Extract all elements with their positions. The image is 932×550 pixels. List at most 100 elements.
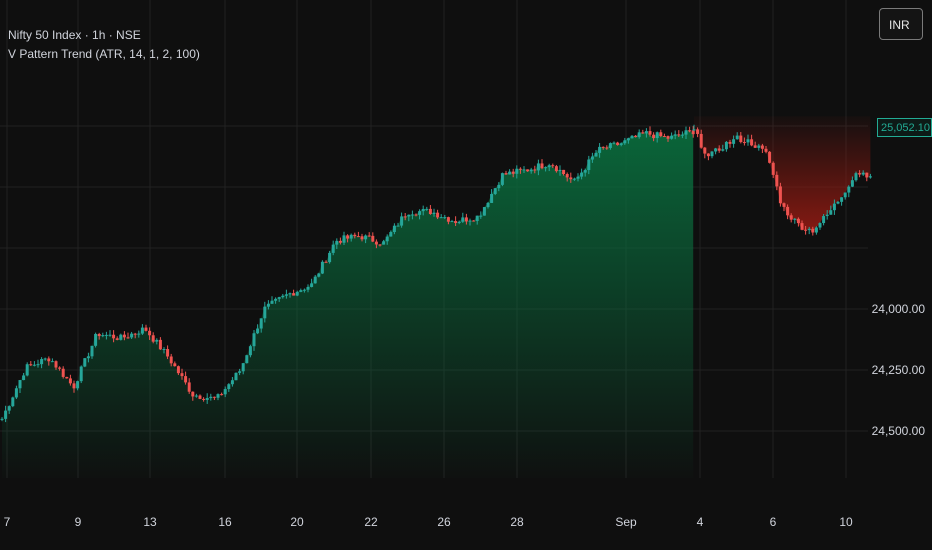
candle xyxy=(623,140,627,144)
candle xyxy=(299,290,303,292)
candle xyxy=(721,149,725,151)
candle xyxy=(526,169,530,172)
candle xyxy=(270,300,274,304)
candle xyxy=(248,346,252,356)
candle xyxy=(843,192,847,198)
candle xyxy=(382,241,386,245)
candle xyxy=(378,244,382,246)
candle xyxy=(259,318,263,329)
candle xyxy=(439,217,443,219)
candle xyxy=(446,217,450,222)
candle xyxy=(796,218,800,224)
candle xyxy=(72,383,76,389)
candle xyxy=(302,289,306,291)
candle xyxy=(858,173,862,175)
candle xyxy=(191,391,195,397)
candle xyxy=(836,201,840,204)
currency-button[interactable]: INR xyxy=(879,8,923,40)
candle xyxy=(338,240,342,243)
candle xyxy=(771,162,775,175)
candle xyxy=(688,130,692,132)
candle xyxy=(818,223,822,228)
indicator-label[interactable]: V Pattern Trend (ATR, 14, 1, 2, 100) xyxy=(8,47,200,61)
candle xyxy=(800,223,804,230)
candle xyxy=(126,337,130,339)
candle xyxy=(220,394,224,396)
candle xyxy=(786,206,790,216)
candle xyxy=(108,334,112,336)
candle xyxy=(43,358,47,360)
candle xyxy=(263,306,267,319)
candle xyxy=(576,176,580,179)
time-tick-label: 6 xyxy=(770,515,777,529)
candle xyxy=(569,177,573,180)
candle xyxy=(739,135,743,143)
candle xyxy=(710,151,714,157)
candle xyxy=(673,134,677,136)
time-tick-label: 7 xyxy=(4,515,11,529)
candle xyxy=(295,291,299,296)
candle xyxy=(392,225,396,233)
candle xyxy=(742,142,746,144)
candle xyxy=(410,214,414,216)
candle xyxy=(735,135,739,140)
candle xyxy=(464,217,468,222)
candle xyxy=(11,397,15,407)
candle xyxy=(115,338,119,340)
candle xyxy=(608,143,612,148)
candle xyxy=(169,356,173,364)
candle xyxy=(461,217,465,222)
candle xyxy=(475,215,479,221)
candle xyxy=(421,208,425,212)
candle xyxy=(644,131,648,134)
candle xyxy=(205,398,209,400)
candle xyxy=(648,131,652,135)
candle xyxy=(151,335,155,342)
candle xyxy=(216,394,220,398)
candle xyxy=(822,216,826,224)
candle xyxy=(454,221,458,223)
candle xyxy=(166,349,170,357)
time-tick-label: 9 xyxy=(75,515,82,529)
candle xyxy=(356,236,360,238)
candle xyxy=(814,227,818,233)
candle xyxy=(202,398,206,400)
candle xyxy=(717,148,721,151)
candle xyxy=(457,221,461,223)
candle xyxy=(25,364,29,376)
time-tick-label: 10 xyxy=(839,515,853,529)
time-tick-label: 22 xyxy=(364,515,378,529)
candle xyxy=(641,132,645,134)
candle xyxy=(536,163,540,171)
candle xyxy=(245,355,249,364)
candle xyxy=(83,358,87,367)
candle xyxy=(86,356,90,359)
candle xyxy=(176,366,180,374)
candle xyxy=(119,334,123,340)
candle xyxy=(515,168,519,174)
candle xyxy=(313,276,317,284)
candle xyxy=(732,139,736,144)
candle xyxy=(508,171,512,175)
candle xyxy=(29,364,33,366)
candle xyxy=(782,203,786,207)
candle xyxy=(637,132,641,138)
candle xyxy=(234,372,238,381)
candle xyxy=(807,228,811,231)
candle xyxy=(670,135,674,139)
candle xyxy=(692,129,696,131)
candle xyxy=(241,363,245,372)
chart-title: Nifty 50 Index · 1h · NSE xyxy=(8,28,141,42)
candle xyxy=(760,145,764,149)
candle xyxy=(212,396,216,398)
candle xyxy=(699,133,703,148)
candle xyxy=(396,225,400,227)
candle xyxy=(50,361,54,363)
time-tick-label: 13 xyxy=(143,515,157,529)
candle xyxy=(522,169,526,171)
candle xyxy=(714,148,718,152)
candle xyxy=(677,134,681,136)
candle xyxy=(320,261,324,274)
candle xyxy=(626,138,630,141)
